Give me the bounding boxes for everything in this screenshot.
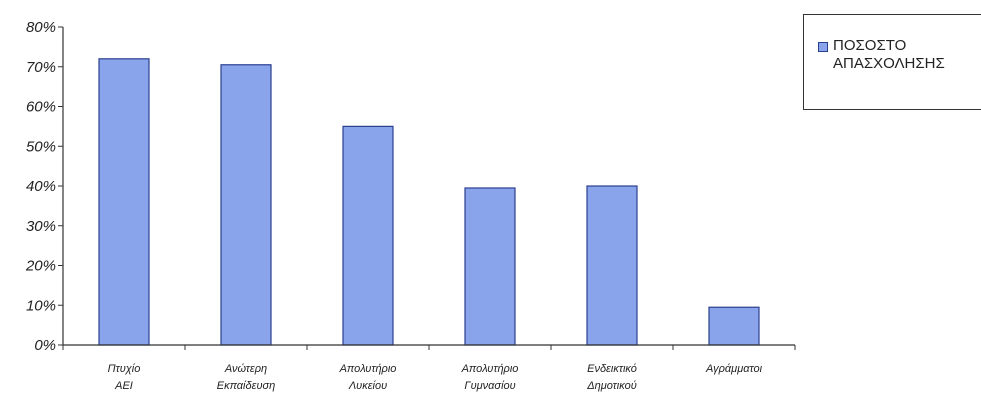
legend-label: ΠΟΣΟΣΤΟ ΑΠΑΣΧΟΛΗΣΗΣ	[833, 37, 945, 73]
bars	[98, 58, 760, 346]
y-tick-label: 30%	[26, 218, 56, 235]
x-tick-label: Ενδεικτικό	[587, 363, 637, 375]
x-tick-label: Αγράμματοι	[705, 363, 763, 375]
bar	[464, 187, 516, 346]
legend-label-line-2: ΑΠΑΣΧΟΛΗΣΗΣ	[833, 55, 945, 72]
y-tick-label: 40%	[26, 178, 56, 195]
x-tick-label: Λυκείου	[348, 380, 387, 392]
bar	[708, 306, 760, 346]
bar	[98, 58, 150, 346]
x-tick-label: Γυμνασίου	[464, 380, 515, 392]
y-axis: 0% 10% 20% 30% 40% 50% 60% 70% 80%	[25, 19, 64, 354]
x-tick-label: Πτυχίο	[108, 363, 141, 375]
bar	[220, 64, 272, 346]
y-tick-label: 80%	[26, 19, 56, 36]
x-tick-label: Δημοτικού	[586, 380, 637, 392]
x-tick-label: Ανώτερη	[224, 363, 267, 375]
y-tick-label: 0%	[34, 337, 56, 354]
y-tick-label: 60%	[26, 99, 56, 116]
bar-chart: 0% 10% 20% 30% 40% 50% 60% 70% 80% Πτυχίο ΑΕΙ Ανώτ…	[25, 19, 796, 392]
y-tick-label: 70%	[26, 59, 56, 76]
y-tick-label: 50%	[26, 138, 56, 155]
y-tick-label: 10%	[26, 297, 56, 314]
x-tick-label: ΑΕΙ	[114, 380, 133, 392]
legend-label-line-1: ΠΟΣΟΣΤΟ	[833, 37, 907, 54]
bar	[342, 125, 394, 346]
x-tick-label: Απολυτήριο	[461, 363, 519, 375]
x-axis: Πτυχίο ΑΕΙ Ανώτερη Εκπαίδευση Απολυτήριο Λυκε…	[62, 344, 796, 392]
legend: ΠΟΣΟΣΤΟ ΑΠΑΣΧΟΛΗΣΗΣ	[803, 14, 981, 110]
legend-swatch	[818, 42, 828, 52]
y-tick-label: 20%	[25, 258, 56, 275]
bar	[586, 185, 638, 346]
x-tick-label: Εκπαίδευση	[217, 380, 276, 392]
x-tick-label: Απολυτήριο	[339, 363, 397, 375]
